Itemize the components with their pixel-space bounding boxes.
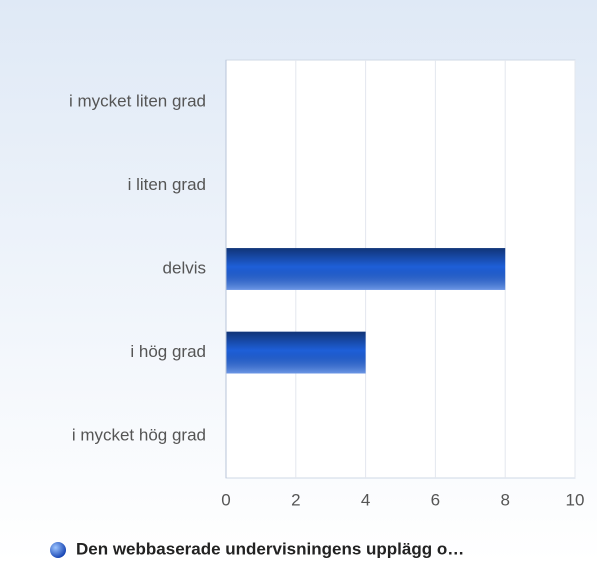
- legend-marker: [50, 542, 66, 558]
- x-tick-label: 2: [291, 490, 300, 509]
- y-tick-label: i mycket liten grad: [69, 91, 206, 110]
- bar-shade: [226, 331, 366, 374]
- y-tick-label: i mycket hög grad: [72, 426, 206, 445]
- x-tick-label: 10: [566, 490, 585, 509]
- y-tick-label: delvis: [163, 258, 206, 277]
- y-tick-label: i liten grad: [128, 175, 206, 194]
- y-tick-label: i hög grad: [130, 342, 206, 361]
- x-tick-label: 6: [431, 490, 440, 509]
- legend-label: Den webbaserade undervisningens upplägg …: [76, 539, 464, 558]
- bar-shade: [226, 248, 506, 290]
- x-tick-label: 4: [361, 490, 370, 509]
- x-tick-label: 8: [500, 490, 509, 509]
- x-tick-label: 0: [221, 490, 230, 509]
